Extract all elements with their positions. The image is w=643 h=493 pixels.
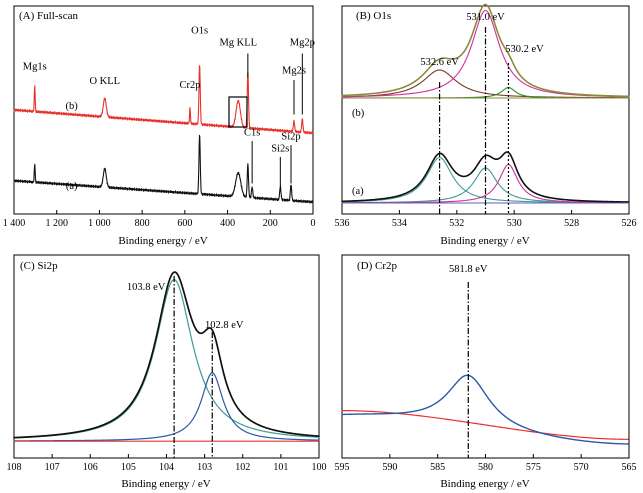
panel-d-x-ticks: 595 590 585 580 575 570 565 (335, 454, 637, 473)
panel-d-peak-labels: 581.8 eV (449, 264, 488, 275)
panel-b-tick-label: 534 (392, 218, 407, 229)
panel-c-title: (C) Si2p (20, 260, 58, 272)
panel-c-component (13, 372, 320, 442)
panel-d-xlabel: Binding energy / eV (440, 478, 529, 490)
panel-a-series-a (13, 134, 314, 204)
panel-d-peak (341, 374, 629, 445)
panel-a-peak-annotation: O KLL (89, 76, 120, 87)
panel-b: (B) O1s 536 534 532 530 528 526 532.6 eV 531.0… (335, 3, 637, 247)
panel-d-tick-label: 570 (574, 462, 589, 473)
panel-c-x-ticks: 108 107 106 105 104 103 102 101 100 (7, 454, 327, 473)
panel-a-peak-annotation: Mg2s (282, 65, 306, 76)
panel-a-tick-label: 1 000 (88, 218, 111, 229)
panel-a-peak-annotation: Si2s (271, 144, 289, 155)
panel-d-tick-label: 585 (430, 462, 445, 473)
panel-c-curves (13, 271, 320, 442)
panel-a-xlabel: Binding energy / eV (118, 235, 207, 247)
panel-a: (A) Full-scan 1 400 1 200 1 000 800 600 400 20… (3, 5, 316, 247)
panel-a-x-ticks: 1 400 1 200 1 000 800 600 400 200 0 (3, 210, 316, 229)
panel-d-curves (341, 374, 629, 445)
panel-a-tick-label: 400 (220, 218, 235, 229)
panel-c-peak-label: 102.8 eV (205, 320, 244, 331)
panel-a-tick-label: 1 400 (3, 218, 26, 229)
panel-c-tick-label: 104 (159, 462, 174, 473)
panel-a-series-label: (a) (66, 181, 78, 192)
panel-b-tick-label: 526 (622, 218, 637, 229)
panel-b-tick-label: 530 (507, 218, 522, 229)
panel-b-peak-label: 530.2 eV (505, 44, 544, 55)
panel-c-component (13, 279, 320, 439)
panel-a-annotations: Mg1s O KLL Cr2p O1s Mg KLL Mg2p Mg2s C1s Si2sSi2… (23, 26, 315, 192)
panel-c-peak-label: 103.8 eV (127, 282, 166, 293)
panel-d: (D) Cr2p 595 590 585 580 575 570 565 581.8 eV … (335, 254, 637, 490)
panel-a-series (13, 65, 314, 204)
panel-a-mgkll-box (228, 96, 248, 128)
panel-b-x-ticks: 536 534 532 530 528 526 (335, 210, 637, 229)
panel-a-title: (A) Full-scan (19, 10, 78, 22)
panel-b-tick-label: 528 (564, 218, 579, 229)
panel-b-reference-lines (438, 27, 510, 214)
panel-a-tick-label: 600 (177, 218, 192, 229)
panel-d-background (341, 410, 629, 440)
panel-b-tick-label: 536 (335, 218, 350, 229)
panel-c-peak-labels: 103.8 eV 102.8 eV (127, 282, 244, 331)
panel-a-tick-label: 0 (311, 218, 316, 229)
panel-c-tick-label: 103 (197, 462, 212, 473)
panel-a-peak-annotation: C1s (244, 128, 260, 139)
panel-c-envelope (13, 271, 320, 439)
panel-c-xlabel: Binding energy / eV (121, 478, 210, 490)
panel-b-group-b-label: (b) (352, 108, 365, 119)
panel-b-peak-label: 531.0 eV (466, 12, 505, 23)
panel-c-tick-label: 106 (83, 462, 98, 473)
panel-d-tick-label: 575 (526, 462, 541, 473)
panel-a-peak-annotation: Mg1s (23, 61, 47, 72)
panel-c-frame (13, 254, 320, 459)
panel-a-tick-label: 200 (263, 218, 278, 229)
panel-d-frame (341, 254, 630, 459)
panel-b-tick-label: 532 (449, 218, 464, 229)
panel-b-title: (B) O1s (356, 10, 391, 22)
panel-a-series-b (13, 65, 314, 135)
panel-c: (C) Si2p 108 107 106 105 104 103 102 101 100 103… (7, 254, 327, 490)
panel-b-peak-labels: 532.6 eV 531.0 eV 530.2 eV (420, 12, 544, 68)
panel-d-tick-label: 595 (335, 462, 350, 473)
panel-d-tick-label: 565 (622, 462, 637, 473)
panel-b-xlabel: Binding energy / eV (440, 235, 529, 247)
panel-c-tick-label: 101 (273, 462, 288, 473)
panel-a-peak-annotation: Mg KLL (219, 38, 257, 49)
panel-c-tick-label: 105 (121, 462, 136, 473)
panel-a-peak-annotation: Mg2p (290, 38, 315, 49)
panel-d-tick-label: 580 (478, 462, 493, 473)
panel-a-series-label: (b) (66, 101, 79, 112)
panel-a-tick-label: 800 (135, 218, 150, 229)
panel-a-peak-annotation: O1s (191, 26, 208, 37)
panel-d-title: (D) Cr2p (357, 260, 398, 272)
panel-a-peak-annotation: Si2p (281, 132, 300, 143)
panel-a-tick-label: 1 200 (45, 218, 68, 229)
panel-c-tick-label: 100 (312, 462, 327, 473)
panel-c-tick-label: 102 (235, 462, 250, 473)
panel-d-tick-label: 590 (382, 462, 397, 473)
panel-b-group-a-label: (a) (352, 186, 364, 197)
panel-b-peak-label: 532.6 eV (420, 57, 459, 68)
panel-d-peak-label: 581.8 eV (449, 264, 488, 275)
panel-c-tick-label: 107 (45, 462, 60, 473)
panel-c-reference-lines (173, 276, 213, 458)
panel-b-envelope (341, 3, 630, 98)
panel-c-tick-label: 108 (7, 462, 22, 473)
panel-a-peak-annotation: Cr2p (179, 80, 200, 91)
